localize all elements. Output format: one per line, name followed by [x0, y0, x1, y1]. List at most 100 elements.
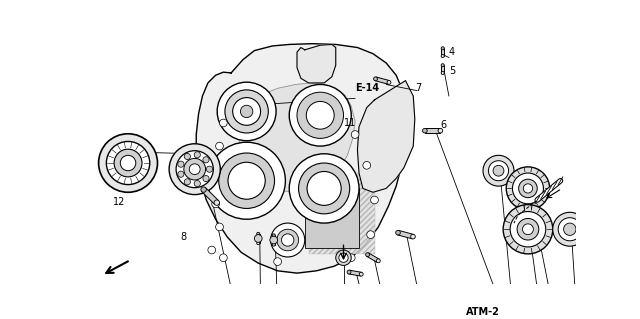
Circle shape	[347, 270, 351, 274]
Polygon shape	[297, 44, 336, 83]
Polygon shape	[441, 65, 444, 73]
Circle shape	[216, 142, 223, 150]
Circle shape	[564, 223, 576, 235]
Circle shape	[169, 144, 220, 195]
Circle shape	[201, 187, 206, 192]
Circle shape	[214, 200, 220, 205]
Bar	[305, 189, 359, 249]
Polygon shape	[349, 270, 362, 276]
Circle shape	[216, 223, 223, 231]
Circle shape	[184, 179, 191, 185]
Polygon shape	[397, 230, 413, 239]
Circle shape	[184, 159, 205, 180]
Circle shape	[351, 131, 359, 138]
Polygon shape	[257, 234, 260, 243]
Circle shape	[106, 141, 150, 185]
Circle shape	[522, 224, 533, 235]
Polygon shape	[375, 77, 390, 84]
Circle shape	[488, 161, 509, 181]
Text: 11: 11	[344, 118, 356, 128]
Circle shape	[208, 246, 216, 254]
Text: 4: 4	[449, 47, 455, 57]
Text: ATM-2: ATM-2	[466, 307, 500, 317]
Circle shape	[359, 272, 363, 276]
Circle shape	[220, 254, 227, 262]
Circle shape	[212, 200, 220, 208]
Circle shape	[233, 98, 260, 125]
Text: E-14: E-14	[355, 83, 380, 93]
Circle shape	[307, 101, 334, 129]
Circle shape	[271, 223, 305, 257]
Circle shape	[178, 161, 184, 167]
Circle shape	[189, 164, 200, 174]
Circle shape	[553, 212, 587, 246]
Circle shape	[257, 232, 260, 235]
Circle shape	[282, 234, 294, 246]
Circle shape	[257, 241, 260, 245]
Circle shape	[298, 163, 349, 214]
Circle shape	[203, 175, 209, 182]
Circle shape	[208, 142, 285, 219]
Circle shape	[374, 77, 378, 81]
Circle shape	[219, 153, 275, 208]
Circle shape	[99, 134, 157, 192]
Text: 6: 6	[440, 120, 447, 130]
Polygon shape	[239, 83, 355, 192]
Circle shape	[228, 162, 265, 199]
Circle shape	[483, 155, 514, 186]
Circle shape	[270, 236, 278, 244]
Circle shape	[441, 47, 444, 50]
Circle shape	[336, 250, 351, 265]
Circle shape	[503, 204, 553, 254]
Circle shape	[506, 167, 550, 210]
Circle shape	[220, 119, 227, 127]
Circle shape	[524, 184, 532, 193]
Text: 12: 12	[113, 197, 125, 206]
Circle shape	[241, 105, 253, 118]
Text: 7: 7	[415, 83, 421, 93]
Circle shape	[194, 181, 200, 187]
Circle shape	[513, 173, 543, 204]
Circle shape	[274, 258, 282, 265]
Circle shape	[510, 211, 546, 247]
Circle shape	[254, 235, 262, 242]
Text: 8: 8	[180, 232, 187, 242]
Circle shape	[184, 153, 191, 160]
Circle shape	[289, 85, 351, 146]
Circle shape	[441, 55, 444, 57]
Polygon shape	[202, 188, 219, 204]
Circle shape	[371, 196, 378, 204]
Circle shape	[387, 80, 391, 84]
Circle shape	[339, 253, 348, 262]
Circle shape	[422, 128, 428, 133]
Circle shape	[441, 71, 444, 74]
Circle shape	[365, 253, 369, 256]
Circle shape	[272, 243, 275, 246]
Circle shape	[518, 179, 537, 198]
Circle shape	[493, 165, 504, 176]
Circle shape	[307, 172, 341, 205]
Circle shape	[277, 229, 298, 251]
Circle shape	[120, 155, 136, 171]
Circle shape	[114, 149, 142, 177]
Circle shape	[396, 230, 401, 235]
Polygon shape	[425, 128, 440, 133]
Text: 5: 5	[449, 66, 455, 76]
Polygon shape	[441, 48, 444, 56]
Circle shape	[272, 234, 275, 237]
Polygon shape	[196, 44, 407, 273]
Circle shape	[348, 254, 355, 262]
Circle shape	[289, 154, 359, 223]
Circle shape	[203, 157, 209, 163]
Polygon shape	[272, 235, 275, 245]
Circle shape	[367, 231, 374, 239]
Circle shape	[438, 128, 443, 133]
Circle shape	[376, 259, 380, 263]
Circle shape	[411, 234, 415, 239]
Circle shape	[441, 64, 444, 67]
Circle shape	[558, 218, 581, 241]
Polygon shape	[358, 81, 415, 192]
Circle shape	[225, 90, 268, 133]
Circle shape	[206, 166, 212, 172]
Circle shape	[297, 92, 344, 138]
